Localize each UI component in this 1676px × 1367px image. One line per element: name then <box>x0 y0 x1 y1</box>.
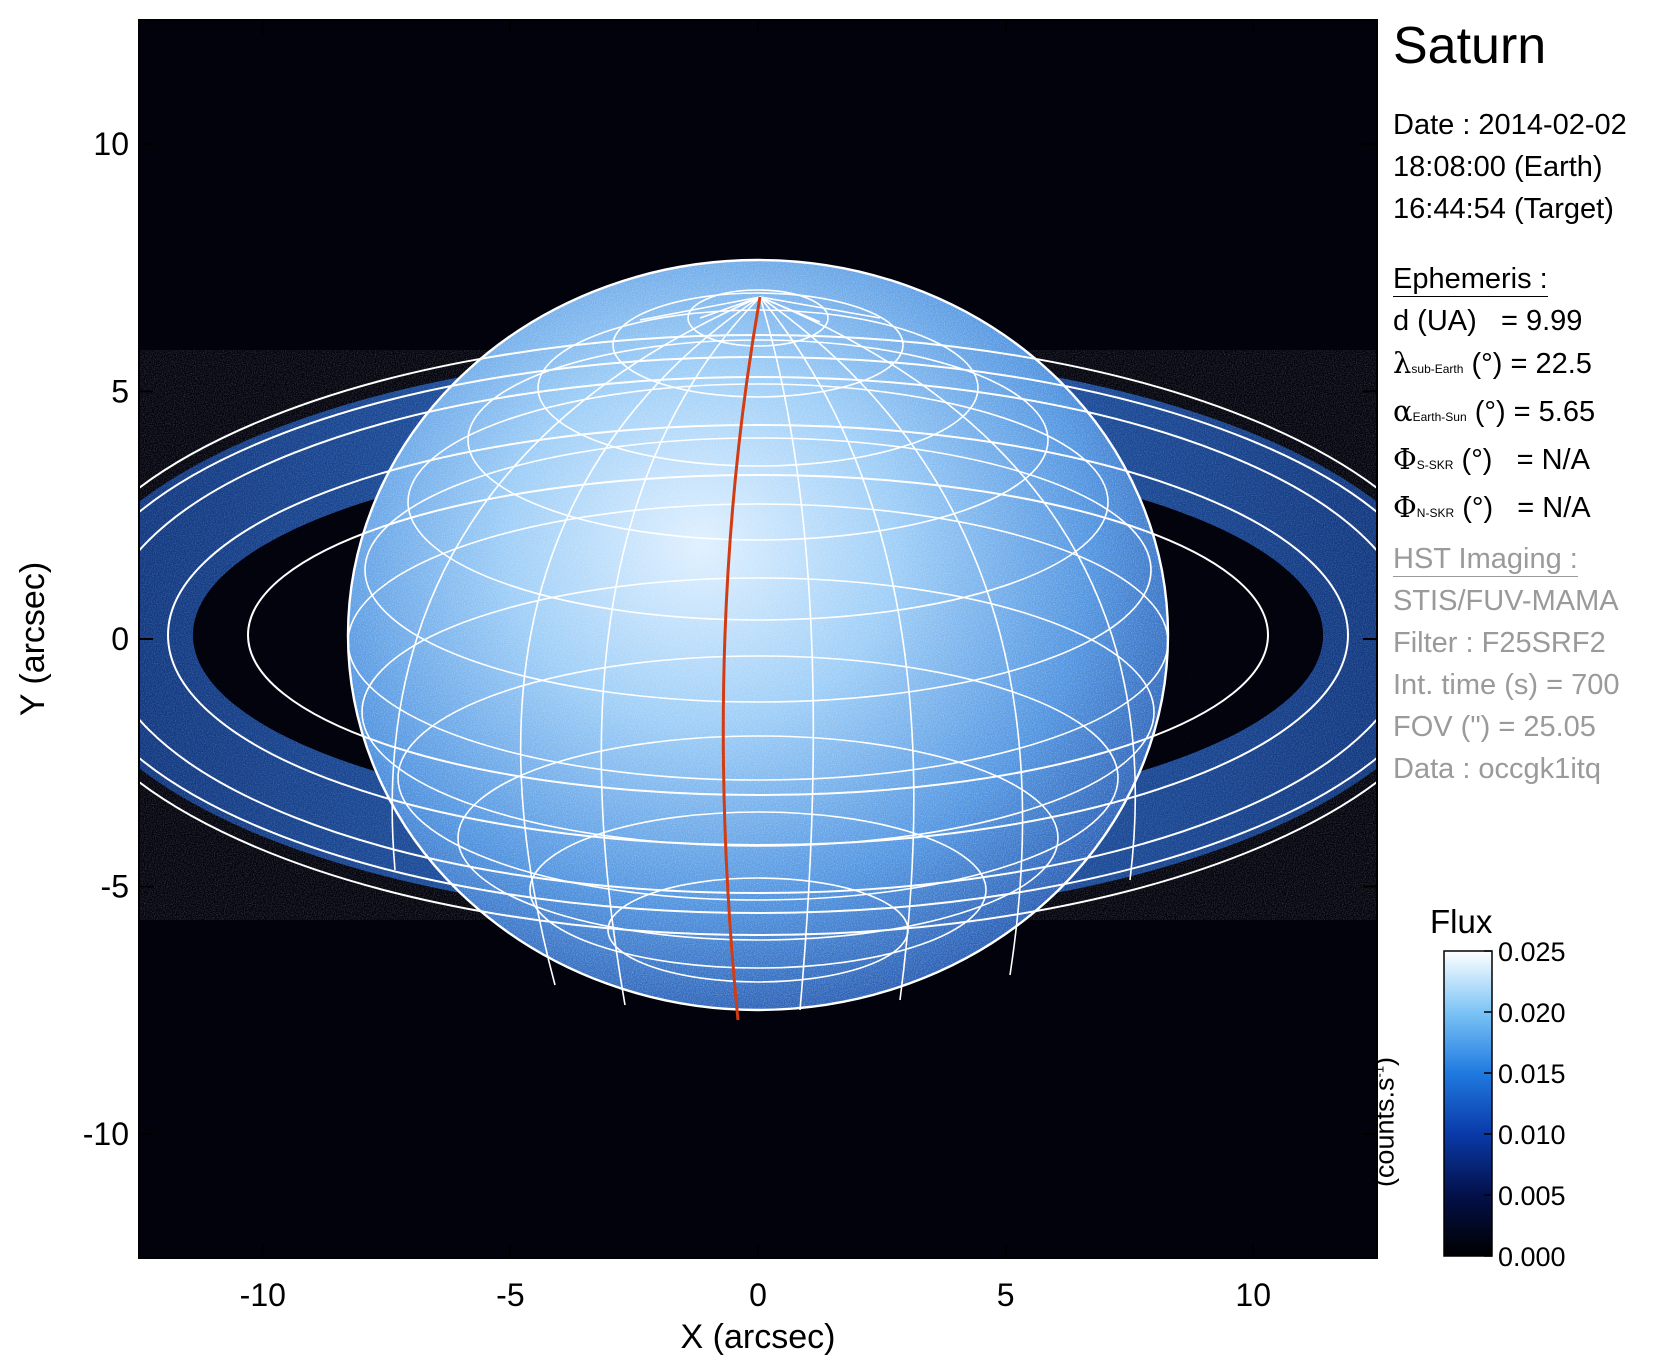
target-time-line: 16:44:54 (Target) <box>1393 193 1614 225</box>
latlon-grid <box>346 258 1170 1012</box>
ephemeris-phi-n: ΦN-SKR (°) = N/A <box>1393 490 1591 524</box>
x-tick-label: -10 <box>240 1277 286 1313</box>
hst-instrument: STIS/FUV-MAMA <box>1393 585 1619 617</box>
planet-disk <box>348 260 1168 1010</box>
hst-fov: FOV (") = 25.05 <box>1393 711 1596 743</box>
colorbar-tick-label: 0.000 <box>1498 1242 1566 1272</box>
hst-block: HST Imaging : STIS/FUV-MAMA Filter : F25… <box>1393 538 1619 790</box>
colorbar <box>1443 950 1493 1257</box>
y-tick-label: -5 <box>101 869 129 905</box>
hst-int-time: Int. time (s) = 700 <box>1393 669 1620 701</box>
central-meridian <box>721 296 762 1021</box>
saturn-image <box>139 20 1377 1258</box>
hst-filter: Filter : F25SRF2 <box>1393 627 1606 659</box>
x-tick-label: 5 <box>997 1277 1015 1313</box>
ephemeris-phi-s: ΦS-SKR (°) = N/A <box>1393 442 1590 476</box>
ephemeris-heading: Ephemeris : <box>1393 263 1548 297</box>
x-tick-label: 10 <box>1235 1277 1271 1313</box>
y-tick-label: -10 <box>83 1116 129 1152</box>
hst-data-id: Data : occgk1itq <box>1393 753 1601 785</box>
colorbar-title: Flux <box>1430 903 1493 940</box>
hst-heading: HST Imaging : <box>1393 543 1578 577</box>
y-ticks: -10 -5 0 5 10 <box>83 126 1377 1152</box>
ephemeris-block: Ephemeris : d (UA) = 9.99 λsub-Earth (°)… <box>1393 258 1595 534</box>
ephemeris-alpha: αEarth-Sun (°) = 5.65 <box>1393 394 1596 428</box>
date-line: Date : 2014-02-02 <box>1393 109 1627 141</box>
colorbar-tick-label: 0.010 <box>1498 1120 1566 1150</box>
ephemeris-lambda: λsub-Earth (°) = 22.5 <box>1393 346 1592 380</box>
y-tick-label: 10 <box>93 126 129 162</box>
x-ticks: -10 -5 0 5 10 <box>240 20 1271 1313</box>
colorbar-tick-label: 0.005 <box>1498 1181 1566 1211</box>
colorbar-tick-label: 0.025 <box>1498 937 1566 967</box>
ring-outlines <box>139 334 1377 936</box>
date-block: Date : 2014-02-02 18:08:00 (Earth) 16:44… <box>1393 104 1627 230</box>
colorbar-tick-label: 0.015 <box>1498 1059 1566 1089</box>
colorbar-unit: (counts.s-1) <box>1369 1056 1400 1188</box>
earth-time-line: 18:08:00 (Earth) <box>1393 151 1603 183</box>
y-tick-label: 5 <box>111 373 129 409</box>
x-tick-label: -5 <box>496 1277 524 1313</box>
y-axis-label: Y (arcsec) <box>14 562 52 716</box>
colorbar-tick-label: 0.020 <box>1498 998 1566 1028</box>
x-axis-label: X (arcsec) <box>681 1318 836 1356</box>
x-tick-label: 0 <box>749 1277 767 1313</box>
y-tick-label: 0 <box>111 621 129 657</box>
colorbar-ticks: 0.000 0.005 0.010 0.015 0.020 0.025 <box>1484 937 1566 1272</box>
planet-title: Saturn <box>1393 17 1547 75</box>
ephemeris-distance: d (UA) = 9.99 <box>1393 305 1583 337</box>
